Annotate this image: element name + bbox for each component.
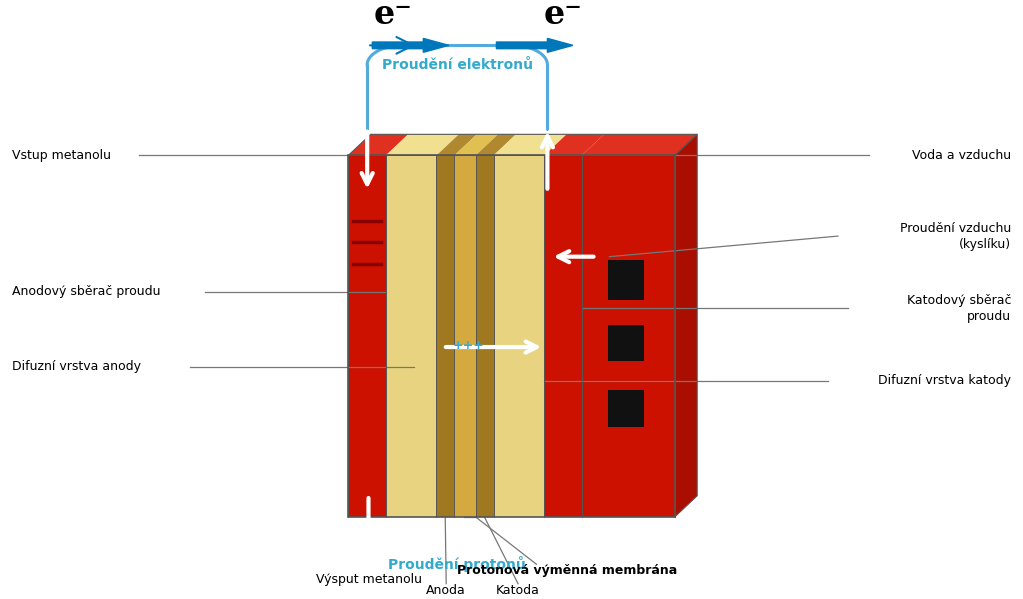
Bar bbox=[454, 156, 476, 517]
Bar bbox=[348, 156, 675, 517]
Polygon shape bbox=[386, 134, 459, 156]
Text: Anoda: Anoda bbox=[427, 583, 466, 597]
Bar bbox=[608, 325, 643, 361]
Bar bbox=[476, 156, 493, 517]
Bar bbox=[544, 156, 582, 517]
Text: Proudění elektronů: Proudění elektronů bbox=[382, 58, 533, 72]
Text: Katodový sběrač
proudu: Katodový sběrač proudu bbox=[907, 294, 1012, 323]
Polygon shape bbox=[582, 134, 698, 156]
Polygon shape bbox=[454, 134, 498, 156]
Text: e⁻: e⁻ bbox=[543, 0, 582, 31]
Bar bbox=[493, 156, 544, 517]
FancyArrow shape bbox=[372, 38, 449, 52]
Polygon shape bbox=[493, 134, 567, 156]
Polygon shape bbox=[348, 134, 408, 156]
FancyArrow shape bbox=[496, 38, 573, 52]
Polygon shape bbox=[476, 134, 516, 156]
Polygon shape bbox=[544, 134, 605, 156]
Text: Difuzní vrstva katody: Difuzní vrstva katody bbox=[879, 374, 1012, 387]
Bar bbox=[437, 156, 454, 517]
Polygon shape bbox=[437, 134, 477, 156]
Text: Katoda: Katoda bbox=[496, 583, 540, 597]
Text: Anodový sběrač proudu: Anodový sběrač proudu bbox=[11, 285, 160, 298]
Bar bbox=[608, 391, 643, 426]
Bar bbox=[582, 156, 675, 517]
Text: Voda a vzduchu: Voda a vzduchu bbox=[913, 149, 1012, 162]
Text: Difuzní vrstva anody: Difuzní vrstva anody bbox=[11, 360, 140, 373]
Bar bbox=[608, 261, 643, 300]
Text: Protonová výměnná membrána: Protonová výměnná membrána bbox=[457, 564, 677, 577]
Text: Proudění vzduchu
(kyslíku): Proudění vzduchu (kyslíku) bbox=[900, 222, 1012, 250]
Text: Proudění protonů: Proudění protonů bbox=[389, 556, 526, 572]
Text: Vstup metanolu: Vstup metanolu bbox=[11, 149, 110, 162]
Polygon shape bbox=[675, 134, 698, 517]
Text: Výsput metanolu: Výsput metanolu bbox=[315, 573, 421, 586]
Text: +++: +++ bbox=[453, 339, 485, 352]
Text: e⁻: e⁻ bbox=[373, 0, 412, 31]
Bar bbox=[386, 156, 437, 517]
Bar bbox=[348, 156, 386, 517]
